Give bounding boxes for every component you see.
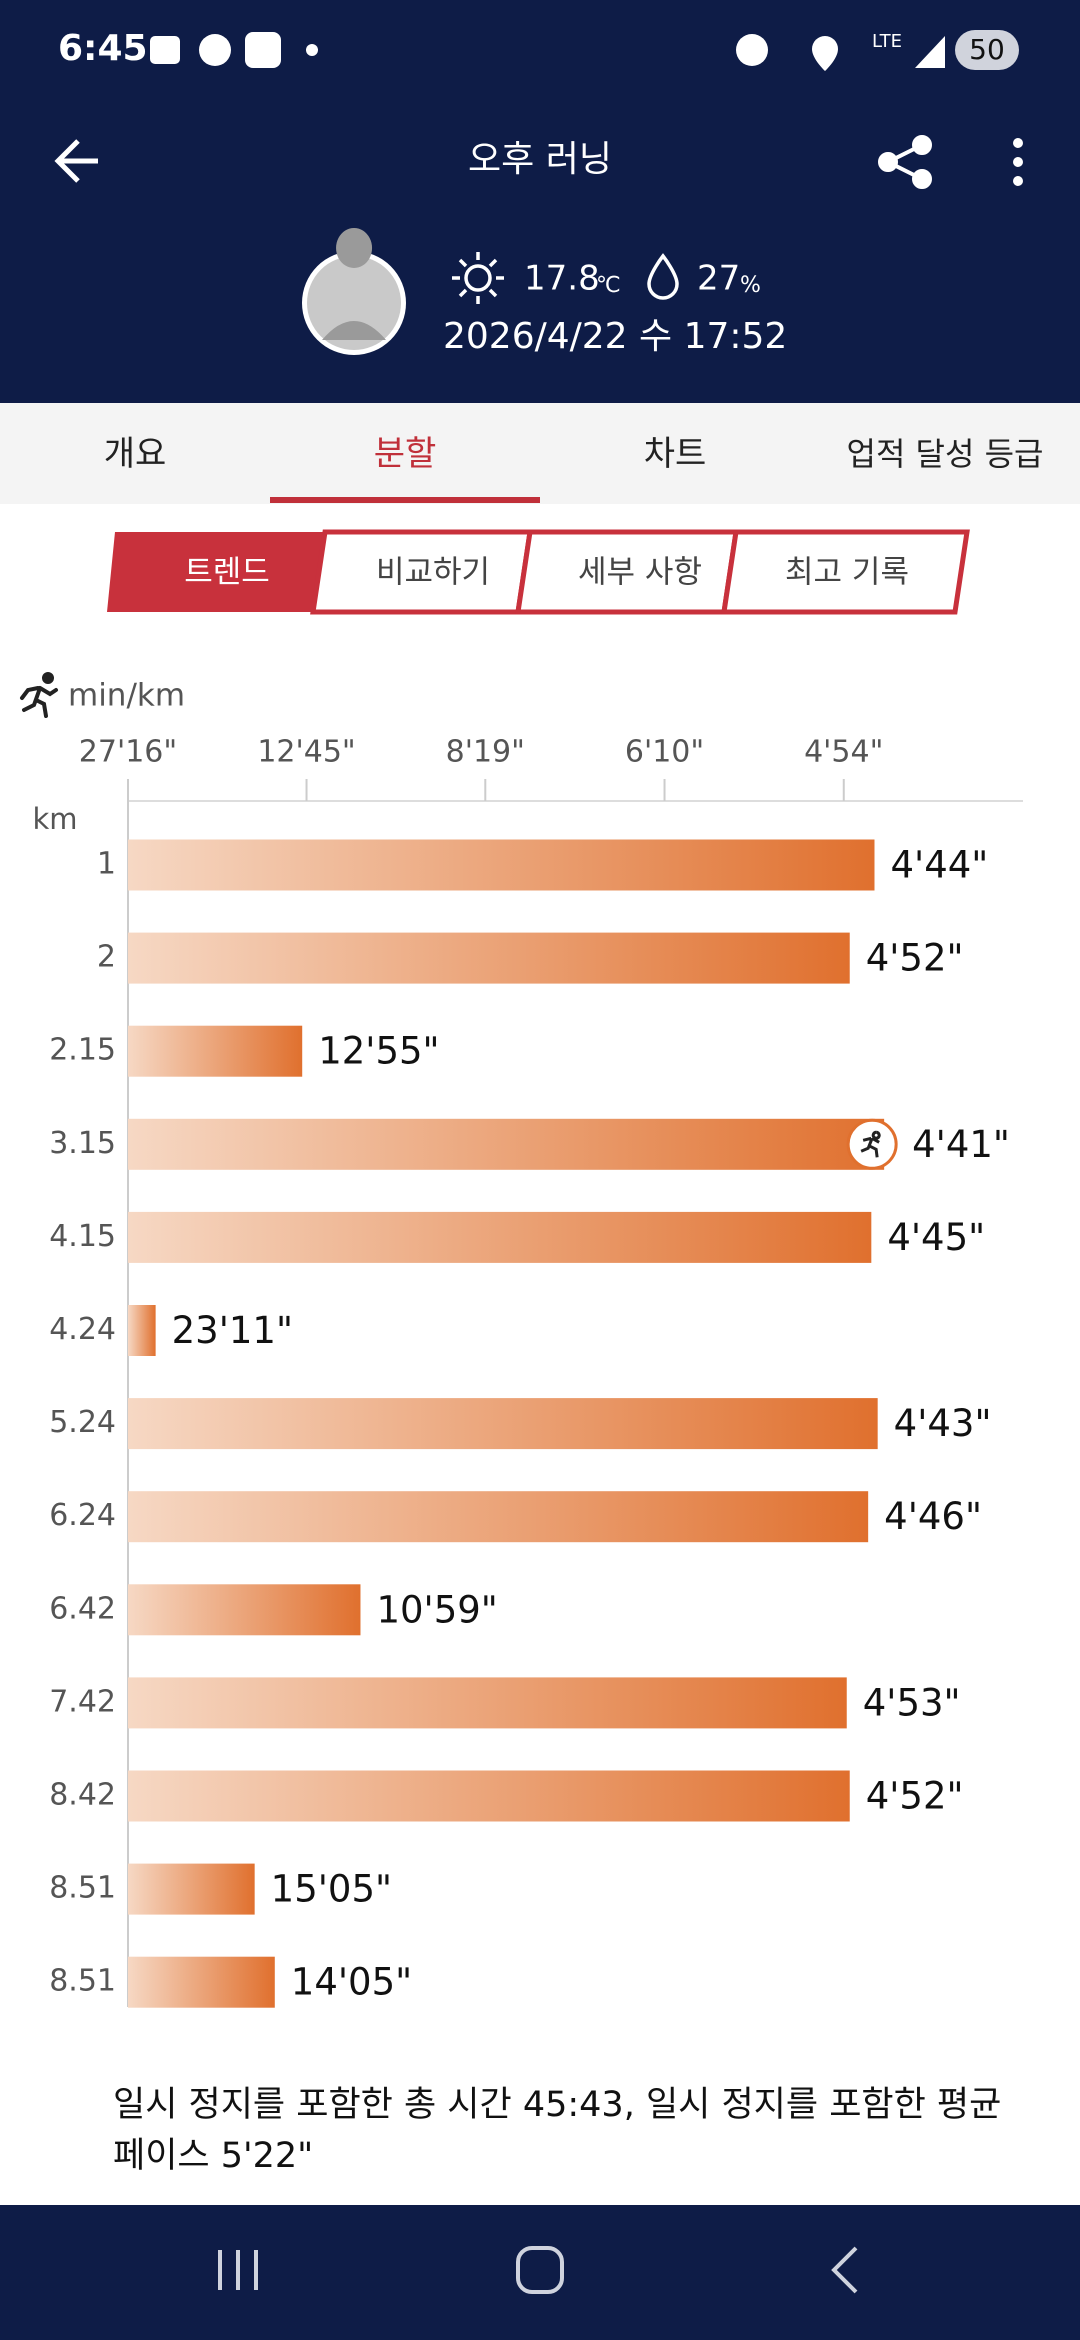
x-tick-label: 8'19" xyxy=(446,735,525,770)
y-tick-label: 7.42 xyxy=(49,1684,116,1719)
best-marker-icon xyxy=(860,1130,881,1158)
status-icons xyxy=(150,32,945,71)
bar xyxy=(128,1863,255,1915)
value-label: 4'53" xyxy=(863,1681,961,1724)
value-label: 4'44" xyxy=(890,844,988,887)
y-tick-label: 1 xyxy=(97,847,116,882)
summary: 일시 정지를 포함한 총 시간 45:43, 일시 정지를 포함한 평균 페이스… xyxy=(113,2085,1002,2176)
value-label: 12'55" xyxy=(318,1030,439,1073)
bar xyxy=(128,1770,850,1822)
title: 오후 러닝 xyxy=(468,139,612,180)
bar xyxy=(128,1398,878,1450)
datetime: 2026/4/22 수 17:52 xyxy=(443,316,787,357)
humidity-icon xyxy=(647,253,679,300)
share-button[interactable] xyxy=(878,135,932,189)
bar xyxy=(128,1305,156,1356)
value-label: 4'52" xyxy=(866,937,964,980)
segment-label[interactable]: 비교하기 xyxy=(376,555,490,591)
y-tick-label: 5.24 xyxy=(49,1405,116,1440)
temperature-unit: ℃ xyxy=(596,273,621,298)
nav-bar xyxy=(0,2205,1080,2340)
value-label: 14'05" xyxy=(291,1961,412,2004)
value-label: 4'46" xyxy=(884,1495,982,1538)
value-label: 4'41" xyxy=(912,1123,1010,1166)
bar xyxy=(128,1211,872,1263)
value-label: 4'45" xyxy=(887,1216,985,1259)
y-tick-label: 6.42 xyxy=(49,1591,116,1626)
x-tick-label: 6'10" xyxy=(625,735,704,770)
back-button[interactable] xyxy=(54,139,98,183)
y-axis-label: km xyxy=(32,802,77,836)
value-label: 4'43" xyxy=(894,1402,992,1445)
bar xyxy=(128,839,875,891)
chart: 27'16" 12'45" 8'19" 6'10" 4'54" 1 4'44" 2 4'52" 2… xyxy=(49,735,1023,2008)
header-bg xyxy=(0,0,1080,403)
humidity-unit: % xyxy=(740,273,761,298)
temperature: 17.8 xyxy=(524,259,600,299)
bar xyxy=(128,932,850,984)
tab-bar xyxy=(0,403,1080,504)
y-tick-label: 4.15 xyxy=(49,1219,116,1254)
battery xyxy=(955,30,1019,70)
recents-button[interactable] xyxy=(218,2250,258,2290)
y-tick-label: 6.24 xyxy=(49,1498,116,1533)
y-tick-label: 8.51 xyxy=(49,1871,116,1906)
tab[interactable]: 업적 달성 등급 xyxy=(846,434,1044,473)
x-tick-label: 4'54" xyxy=(804,735,883,770)
x-tick-label: 12'45" xyxy=(257,735,355,770)
avatar xyxy=(307,256,401,350)
tab[interactable]: 차트 xyxy=(643,433,707,474)
y-tick-label: 4.24 xyxy=(49,1312,116,1347)
bar xyxy=(128,1491,869,1543)
value-label: 15'05" xyxy=(271,1868,392,1911)
segment-bg[interactable] xyxy=(107,532,325,612)
tab[interactable]: 분할 xyxy=(373,433,437,474)
bar xyxy=(128,1584,361,1636)
bar xyxy=(128,1677,847,1729)
segment-label[interactable]: 최고 기록 xyxy=(785,555,909,591)
segment-label[interactable]: 세부 사항 xyxy=(578,555,702,591)
more-button[interactable] xyxy=(1013,138,1023,186)
x-axis-label: min/km xyxy=(68,678,185,714)
value-label: 4'52" xyxy=(866,1775,964,1818)
clock: 6:45 xyxy=(58,28,148,69)
bar xyxy=(128,1956,275,2008)
segment-control xyxy=(107,529,970,615)
segment-bg[interactable] xyxy=(721,529,970,615)
bar xyxy=(128,1118,885,1170)
battery-level: 50 xyxy=(969,33,1005,66)
value-label: 10'59" xyxy=(376,1588,497,1631)
y-tick-label: 8.42 xyxy=(49,1778,116,1813)
humidity: 27 xyxy=(697,259,740,299)
y-tick-label: 8.51 xyxy=(49,1964,116,1999)
sun-icon xyxy=(452,252,504,304)
avatar-figure xyxy=(322,228,386,340)
tab-indicator xyxy=(270,497,540,503)
nav-back-button[interactable] xyxy=(831,2246,858,2294)
tab[interactable]: 개요 xyxy=(103,433,167,474)
segment-label[interactable]: 트렌드 xyxy=(184,555,270,591)
y-tick-label: 3.15 xyxy=(49,1126,116,1161)
x-tick-label: 27'16" xyxy=(79,735,177,770)
y-tick-label: 2 xyxy=(97,940,116,975)
runner-icon xyxy=(20,672,58,718)
bar xyxy=(128,1025,303,1077)
value-label: 23'11" xyxy=(172,1309,293,1352)
best-marker xyxy=(846,1118,898,1170)
network: LTE xyxy=(872,31,902,52)
home-button[interactable] xyxy=(516,2246,564,2294)
y-tick-label: 2.15 xyxy=(49,1033,116,1068)
